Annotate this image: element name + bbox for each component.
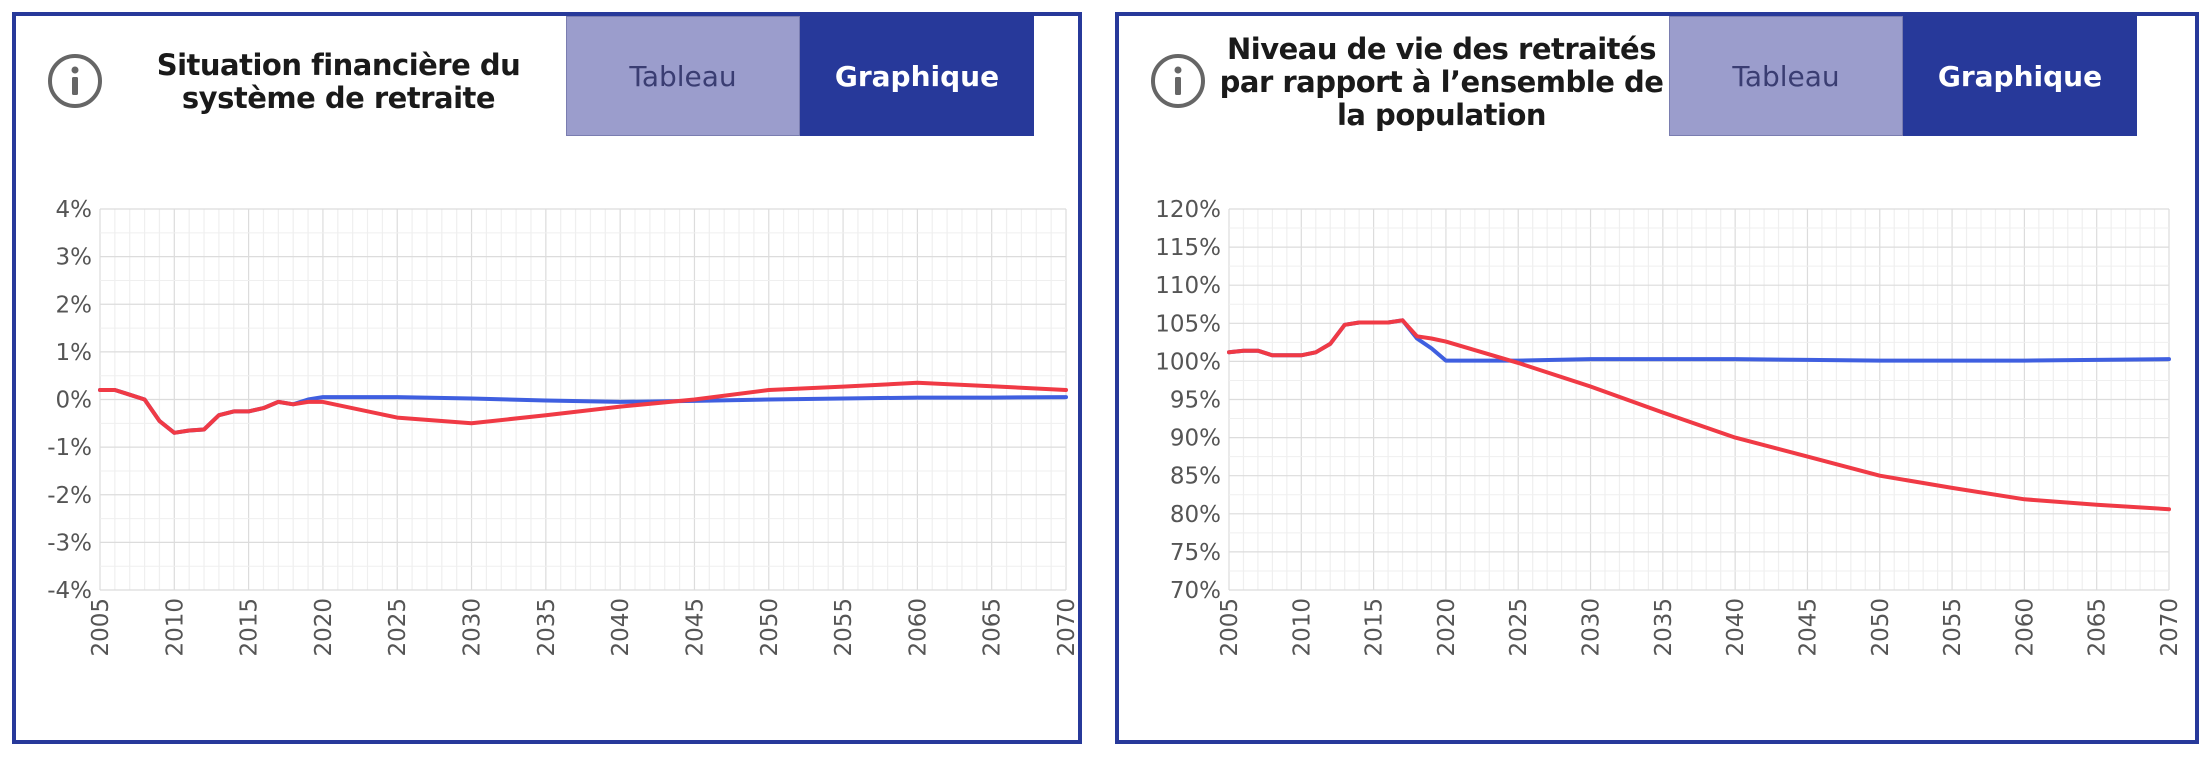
x-tick-label: 2005 xyxy=(1217,598,1243,657)
panel-living-standard: Niveau de vie des retraités par rapport … xyxy=(1115,12,2199,744)
x-tick-label: 2045 xyxy=(682,598,708,657)
x-tick-label: 2060 xyxy=(2012,598,2038,657)
x-tick-label: 2035 xyxy=(1651,598,1677,657)
y-tick-label: 85% xyxy=(1170,464,1221,490)
y-tick-label: 4% xyxy=(56,197,93,223)
x-tick-label: 2035 xyxy=(534,598,560,657)
line-chart-financial: 4% 3% 2% 1% 0% -1% -2% -3% -4%2005 2010 2015 2020 20… xyxy=(47,197,1078,657)
info-circle-icon[interactable] xyxy=(1149,52,1207,110)
x-tick-label: 2010 xyxy=(162,598,188,657)
panel-title: Situation financière du système de retra… xyxy=(156,48,521,115)
y-tick-label: 70% xyxy=(1170,578,1221,604)
tab-table[interactable]: Tableau xyxy=(566,16,800,136)
x-tick-label: 2065 xyxy=(980,598,1006,657)
x-tick-label: 2020 xyxy=(311,598,337,657)
y-tick-label: 90% xyxy=(1170,426,1221,452)
y-tick-label: 120% xyxy=(1155,197,1221,223)
x-tick-label: 2050 xyxy=(757,598,783,657)
series-line xyxy=(1227,318,2171,512)
y-tick-label: -1% xyxy=(47,435,92,461)
line-chart-living-standard: 120%115%110%105%100%95%90%85%80%75%70%20… xyxy=(1155,197,2183,657)
y-tick-label: 80% xyxy=(1170,502,1221,528)
x-tick-label: 2030 xyxy=(460,598,486,657)
y-tick-label: 95% xyxy=(1170,388,1221,414)
y-tick-label: 3% xyxy=(56,245,93,271)
x-tick-label: 2025 xyxy=(385,598,411,657)
y-tick-label: 110% xyxy=(1155,273,1221,299)
x-tick-label: 2010 xyxy=(1289,598,1315,657)
panel-financial-situation: Situation financière du système de retra… xyxy=(12,12,1082,744)
x-tick-label: 2040 xyxy=(608,598,634,657)
tab-table[interactable]: Tableau xyxy=(1669,16,1903,136)
x-tick-label: 2050 xyxy=(1868,598,1894,657)
x-tick-label: 2055 xyxy=(1940,598,1966,657)
y-tick-label: 100% xyxy=(1155,349,1221,375)
x-tick-label: 2015 xyxy=(1362,598,1388,657)
x-tick-label: 2055 xyxy=(831,598,857,657)
x-tick-label: 2070 xyxy=(2157,598,2183,657)
y-tick-label: 2% xyxy=(56,292,93,318)
tab-chart[interactable]: Graphique xyxy=(800,16,1034,136)
x-tick-label: 2015 xyxy=(237,598,263,657)
y-tick-label: -4% xyxy=(47,578,92,604)
series-line xyxy=(98,380,1068,435)
y-tick-label: 1% xyxy=(56,340,93,366)
series-line xyxy=(1227,318,2171,363)
info-circle-icon[interactable] xyxy=(46,52,104,110)
x-tick-label: 2060 xyxy=(905,598,931,657)
y-tick-label: -3% xyxy=(47,530,92,556)
series-red xyxy=(1227,318,2171,512)
x-tick-label: 2045 xyxy=(1795,598,1821,657)
y-tick-label: -2% xyxy=(47,483,92,509)
x-tick-label: 2030 xyxy=(1579,598,1605,657)
tab-chart[interactable]: Graphique xyxy=(1903,16,2137,136)
y-tick-label: 105% xyxy=(1155,311,1221,337)
y-tick-label: 115% xyxy=(1155,235,1221,261)
series-blue xyxy=(1227,318,2171,363)
x-tick-label: 2020 xyxy=(1434,598,1460,657)
panel-title: Niveau de vie des retraités par rapport … xyxy=(1219,31,1664,132)
x-tick-label: 2070 xyxy=(1054,598,1078,657)
x-tick-label: 2025 xyxy=(1506,598,1532,657)
y-tick-label: 0% xyxy=(56,388,93,414)
x-tick-label: 2065 xyxy=(2085,598,2111,657)
x-tick-label: 2040 xyxy=(1723,598,1749,657)
x-tick-label: 2005 xyxy=(88,598,114,657)
grid xyxy=(1228,208,2170,591)
y-tick-label: 75% xyxy=(1170,540,1221,566)
series-red xyxy=(98,380,1068,435)
